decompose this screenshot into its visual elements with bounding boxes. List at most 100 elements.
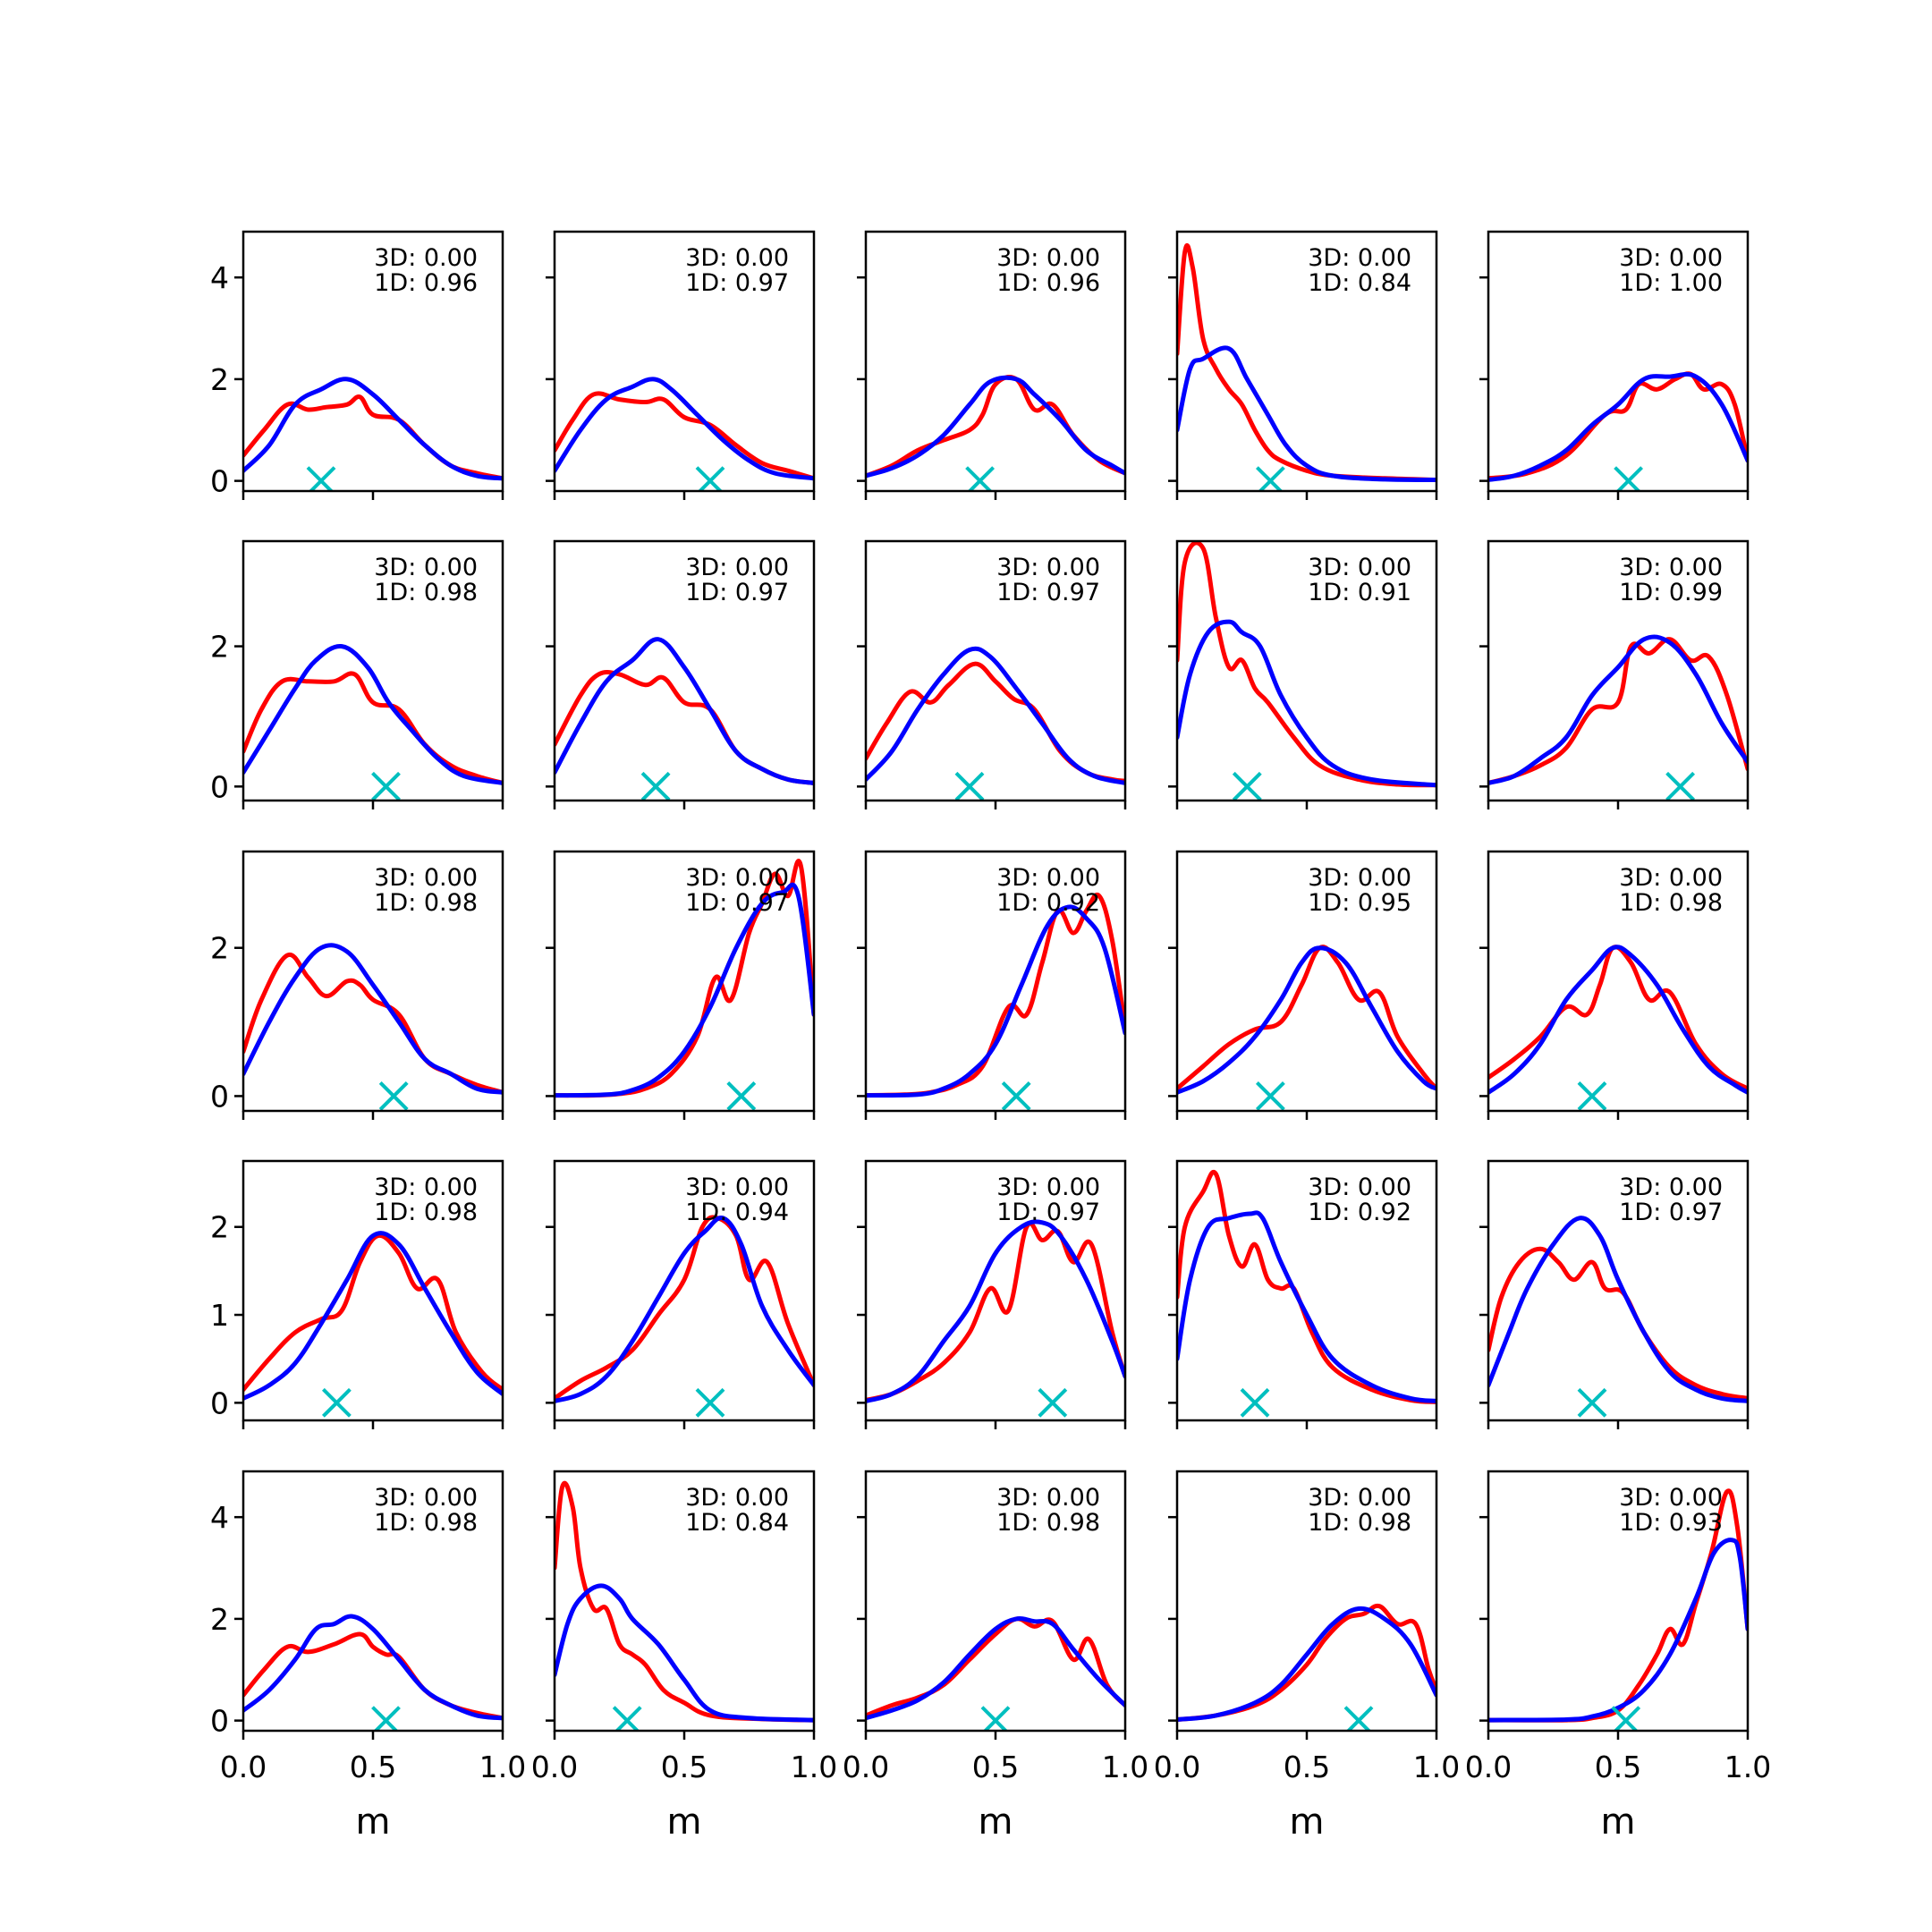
x-tick-label: 0.0: [220, 1750, 267, 1784]
annotation-1d: 1D: 0.97: [685, 889, 789, 917]
annotation-1d: 1D: 0.98: [374, 1509, 478, 1537]
x-marker-stroke: [1613, 1706, 1641, 1731]
x-marker: [695, 466, 725, 491]
y-tick-label: 2: [210, 362, 229, 397]
annotation-1d: 1D: 0.91: [1308, 579, 1411, 606]
x-marker-stroke: [614, 1706, 642, 1731]
blue-density-line: [1177, 1210, 1436, 1403]
blue-density-line: [555, 637, 814, 785]
panel-plot-area: [866, 892, 1125, 1111]
blue-density-line: [866, 375, 1125, 479]
x-tick-label: 1.0: [1102, 1750, 1148, 1784]
annotation-3d: 3D: 0.00: [374, 244, 478, 272]
x-marker-stroke: [371, 771, 401, 801]
x-tick-label: 0.5: [1284, 1750, 1330, 1784]
panel-plot-area: [555, 1215, 814, 1418]
annotation-1d: 1D: 0.97: [996, 1199, 1100, 1226]
x-marker-stroke: [1255, 1081, 1285, 1111]
annotation-3d: 3D: 0.00: [685, 244, 789, 272]
annotation-1d: 1D: 0.84: [1308, 269, 1411, 297]
annotation-1d: 1D: 0.97: [685, 269, 789, 297]
annotation-3d: 3D: 0.00: [1619, 864, 1723, 892]
x-marker-stroke: [1232, 771, 1262, 801]
blue-density-line: [1488, 634, 1748, 785]
x-marker: [1577, 1387, 1607, 1418]
panel-plot-area: [243, 377, 503, 491]
x-marker-stroke: [1665, 771, 1696, 801]
x-tick-label: 0.5: [972, 1750, 1019, 1784]
x-tick-label: 0.0: [531, 1750, 578, 1784]
y-tick-label: 0: [210, 464, 229, 499]
annotation-3d: 3D: 0.00: [1619, 244, 1723, 272]
blue-density-line: [1177, 619, 1436, 788]
y-tick-label: 2: [210, 931, 229, 966]
x-marker: [695, 1387, 725, 1418]
annotation-3d: 3D: 0.00: [1308, 244, 1411, 272]
x-marker: [1255, 466, 1285, 491]
red-density-line: [555, 391, 814, 481]
x-marker: [1240, 1387, 1270, 1418]
annotation-1d: 1D: 0.98: [996, 1509, 1100, 1537]
blue-density-line: [243, 644, 503, 785]
annotation-3d: 3D: 0.00: [374, 864, 478, 892]
annotation-1d: 1D: 0.99: [1619, 579, 1723, 606]
x-tick-label: 0.0: [1154, 1750, 1200, 1784]
panel-plot-area: [243, 943, 503, 1111]
annotation-1d: 1D: 0.95: [1308, 889, 1411, 917]
annotation-3d: 3D: 0.00: [374, 554, 478, 581]
x-tick-label: 0.0: [1465, 1750, 1512, 1784]
x-marker-stroke: [308, 466, 336, 491]
x-axis-label: m: [356, 1801, 391, 1843]
x-marker-stroke: [1038, 1387, 1068, 1418]
panel-plot-area: [1177, 1603, 1436, 1731]
annotation-3d: 3D: 0.00: [1308, 1484, 1411, 1512]
x-marker: [640, 771, 671, 801]
red-density-line: [1177, 1603, 1436, 1722]
blue-density-line: [243, 1231, 503, 1401]
x-tick-label: 1.0: [1724, 1750, 1771, 1784]
annotation-3d: 3D: 0.00: [685, 1484, 789, 1512]
x-marker: [1577, 1081, 1607, 1111]
y-tick-label: 2: [210, 1210, 229, 1245]
annotation-3d: 3D: 0.00: [996, 864, 1100, 892]
annotation-1d: 1D: 0.97: [1619, 1199, 1723, 1226]
annotation-3d: 3D: 0.00: [1619, 1484, 1723, 1512]
x-marker-stroke: [1577, 1081, 1607, 1111]
y-tick-label: 0: [210, 1079, 229, 1114]
panel-plot-area: [555, 637, 814, 801]
panel-plot-area: [555, 1480, 814, 1731]
x-tick-label: 1.0: [479, 1750, 526, 1784]
x-marker-stroke: [967, 466, 996, 491]
blue-density-line: [1488, 371, 1748, 482]
panel-plot-area: [243, 1231, 503, 1418]
x-marker-stroke: [954, 771, 985, 801]
blue-density-line: [555, 1216, 814, 1403]
panel-plot-area: [1177, 541, 1436, 801]
annotation-1d: 1D: 1.00: [1619, 269, 1723, 297]
x-marker-stroke: [321, 1387, 352, 1418]
y-tick-label: 1: [210, 1298, 229, 1333]
x-marker-stroke: [726, 1081, 757, 1111]
blue-density-line: [243, 377, 503, 481]
x-marker: [378, 1081, 409, 1111]
x-marker: [321, 1387, 352, 1418]
blue-density-line: [866, 904, 1125, 1098]
x-tick-label: 0.5: [1595, 1750, 1641, 1784]
